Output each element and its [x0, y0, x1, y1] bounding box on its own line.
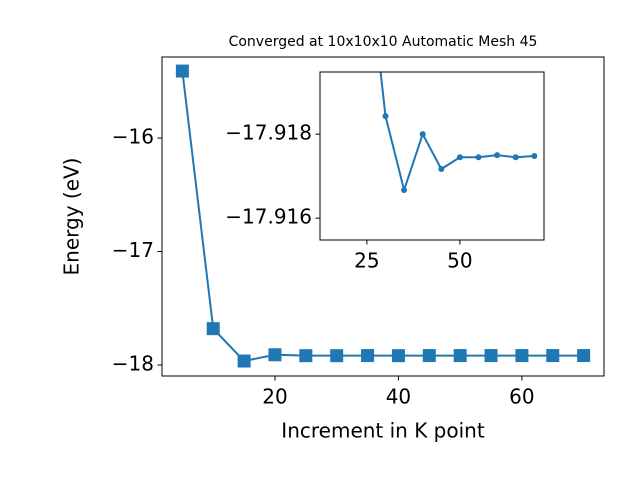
x-axis-label: Increment in K point: [281, 419, 485, 443]
marker: [330, 349, 344, 363]
marker: [237, 354, 251, 368]
marker: [577, 349, 591, 363]
marker: [456, 154, 463, 161]
axes-frame: [161, 56, 605, 377]
marker: [453, 349, 467, 363]
y-tick-label: −17.918: [225, 121, 312, 145]
x-tick-label: 40: [386, 385, 411, 409]
marker: [438, 166, 445, 173]
marker: [382, 113, 389, 120]
marker: [422, 349, 436, 363]
y-axis-label: Energy (eV): [60, 158, 84, 276]
marker: [419, 131, 426, 138]
chart-title: Converged at 10x10x10 Automatic Mesh 45: [229, 34, 538, 50]
x-tick-label: 25: [354, 249, 379, 273]
plot-area: [379, 72, 538, 194]
y-tick-label: −18: [112, 351, 154, 375]
marker: [494, 152, 501, 159]
marker: [206, 322, 220, 336]
marker: [268, 348, 282, 362]
marker: [475, 154, 482, 161]
x-tick-label: 60: [509, 385, 534, 409]
marker: [175, 64, 189, 78]
marker: [299, 349, 313, 363]
y-tick-label: −17: [112, 238, 154, 262]
marker: [515, 349, 529, 363]
marker: [531, 153, 538, 159]
y-tick-label: −16: [112, 125, 154, 149]
marker: [361, 349, 375, 363]
marker: [391, 349, 405, 363]
marker: [512, 154, 519, 161]
axes-frame: [319, 71, 545, 241]
x-tick-label: 50: [447, 249, 472, 273]
series-line: [379, 72, 535, 194]
x-tick-label: 20: [262, 385, 287, 409]
plot-area: [175, 64, 591, 368]
marker: [401, 187, 408, 194]
marker: [484, 349, 498, 363]
marker: [546, 349, 560, 363]
y-tick-label: −17.916: [225, 205, 312, 229]
